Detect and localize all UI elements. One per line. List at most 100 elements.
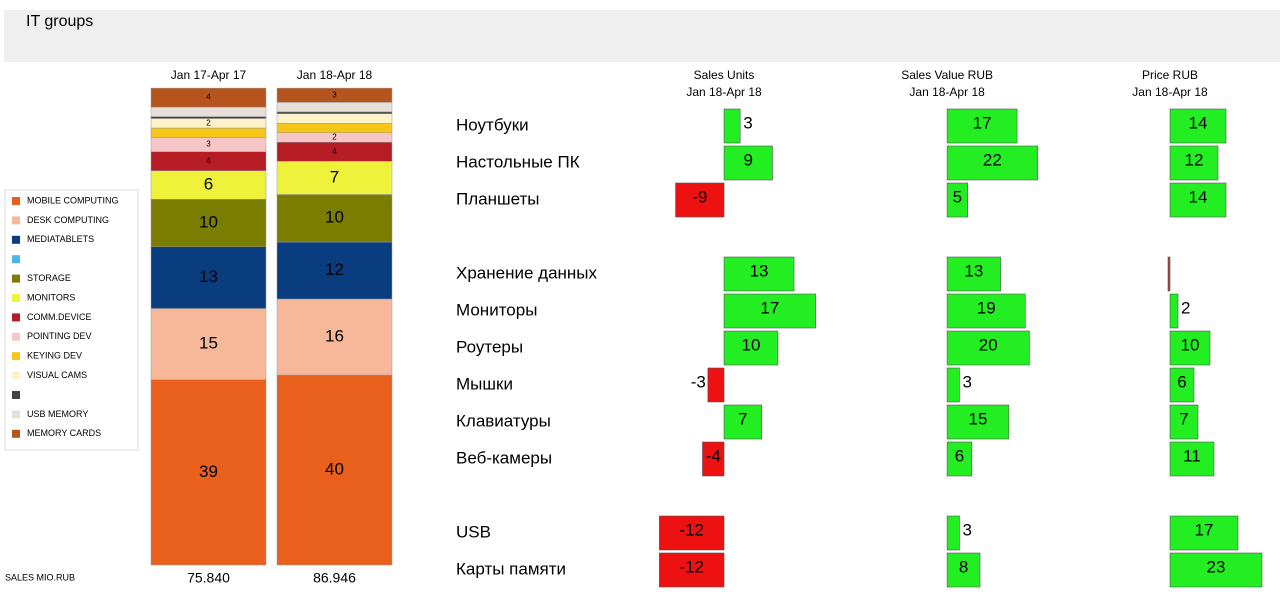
stack-segment	[276, 123, 393, 133]
bar-label: 22	[983, 150, 1002, 169]
legend-label: MONITORS	[27, 292, 75, 302]
legend-label: COMM.DEVICE	[27, 312, 92, 322]
bar-label: 9	[744, 150, 753, 169]
stack-segment	[276, 194, 393, 243]
bar	[1169, 108, 1227, 144]
bar	[675, 182, 725, 218]
bar-label: -3	[691, 372, 706, 391]
category-label: Хранение данных	[456, 263, 598, 282]
segment-label: 2	[206, 118, 211, 127]
legend-swatch	[12, 410, 20, 419]
segment-label: 6	[204, 174, 213, 193]
bar	[946, 108, 1018, 144]
segment-label: 39	[199, 462, 218, 481]
segment-label: 4	[206, 93, 211, 102]
bar-label: 2	[1181, 298, 1190, 317]
legend-label: USB MEMORY	[27, 409, 88, 419]
bar	[946, 145, 1038, 181]
bar-label: 12	[1185, 150, 1204, 169]
legend-label: MOBILE COMPUTING	[27, 195, 119, 205]
legend-swatch	[12, 371, 20, 380]
category-label: Настольные ПК	[456, 152, 580, 171]
bar-label: 6	[1177, 372, 1186, 391]
bar	[1169, 330, 1211, 366]
stack-segment	[150, 87, 267, 108]
stack-segment	[150, 379, 267, 566]
segment-label: 16	[325, 326, 344, 345]
category-label: Мышки	[456, 374, 513, 393]
category-label: Карты памяти	[456, 559, 566, 578]
legend-label: STORAGE	[27, 273, 71, 283]
footer-label: SALES MIO.RUB	[5, 572, 75, 582]
legend-swatch	[12, 352, 20, 361]
legend-label: MEDIATABLETS	[27, 234, 94, 244]
bar-label: 17	[973, 113, 992, 132]
bar	[1169, 404, 1199, 440]
segment-label: 3	[332, 90, 337, 99]
segment-label: 3	[206, 140, 211, 149]
column-header: Jan 18-Apr 18	[297, 68, 373, 82]
legend-swatch	[12, 391, 20, 399]
bar-label: 17	[760, 298, 779, 317]
bar	[946, 330, 1030, 366]
column-subtitle: Jan 18-Apr 18	[1132, 85, 1208, 99]
bar-label: 13	[964, 261, 983, 280]
bar	[946, 515, 960, 551]
bar-label: 5	[953, 187, 962, 206]
bar-label: 3	[962, 520, 971, 539]
bar-label: 17	[1195, 520, 1214, 539]
legend-swatch	[12, 274, 20, 283]
bar-label: 10	[742, 335, 761, 354]
stack-segment	[276, 87, 393, 103]
bar-label: 20	[979, 335, 998, 354]
bar-label: 13	[750, 261, 769, 280]
segment-label: 7	[330, 167, 339, 186]
segment-label: 10	[325, 208, 344, 227]
bar-label: 7	[1179, 409, 1188, 428]
bar	[707, 367, 725, 403]
legend-swatch	[12, 313, 20, 322]
segment-label: 40	[325, 459, 344, 478]
legend-box	[4, 189, 139, 451]
bar	[723, 145, 773, 181]
bar	[723, 108, 741, 144]
bar	[1169, 441, 1215, 477]
legend-swatch	[12, 235, 20, 244]
bar	[1169, 145, 1219, 181]
stack-segment	[150, 116, 267, 119]
bar	[946, 404, 1010, 440]
bar	[723, 256, 795, 292]
bar	[946, 256, 1001, 292]
bar	[946, 182, 968, 218]
bar-label: 3	[743, 113, 752, 132]
column-title: Price RUB	[1142, 68, 1198, 82]
segment-label: 12	[325, 260, 344, 279]
bar-label: -12	[679, 557, 704, 576]
bar-label: 15	[969, 409, 988, 428]
category-label: Мониторы	[456, 300, 537, 319]
legend-label: KEYING DEV	[27, 351, 82, 361]
stack-segment	[276, 374, 393, 566]
bar-label: -12	[679, 520, 704, 539]
stack-segment	[276, 111, 393, 114]
legend-swatch	[12, 332, 20, 341]
category-label: Ноутбуки	[456, 115, 529, 134]
legend-label: DESK COMPUTING	[27, 215, 109, 225]
bar-label: 3	[962, 372, 971, 391]
bar	[1169, 515, 1239, 551]
segment-label: 4	[332, 147, 337, 156]
bar	[1167, 256, 1171, 292]
column-subtitle: Jan 18-Apr 18	[686, 85, 762, 99]
bar	[1169, 367, 1195, 403]
total-label: 86.946	[313, 570, 356, 586]
bar	[946, 441, 973, 477]
legend-swatch	[12, 197, 20, 205]
bar-label: -9	[692, 187, 707, 206]
legend-swatch	[12, 294, 20, 302]
bar	[1169, 552, 1263, 588]
bar	[723, 293, 816, 329]
bar	[659, 515, 725, 551]
legend-swatch	[12, 429, 20, 438]
bar-label: 7	[738, 409, 747, 428]
